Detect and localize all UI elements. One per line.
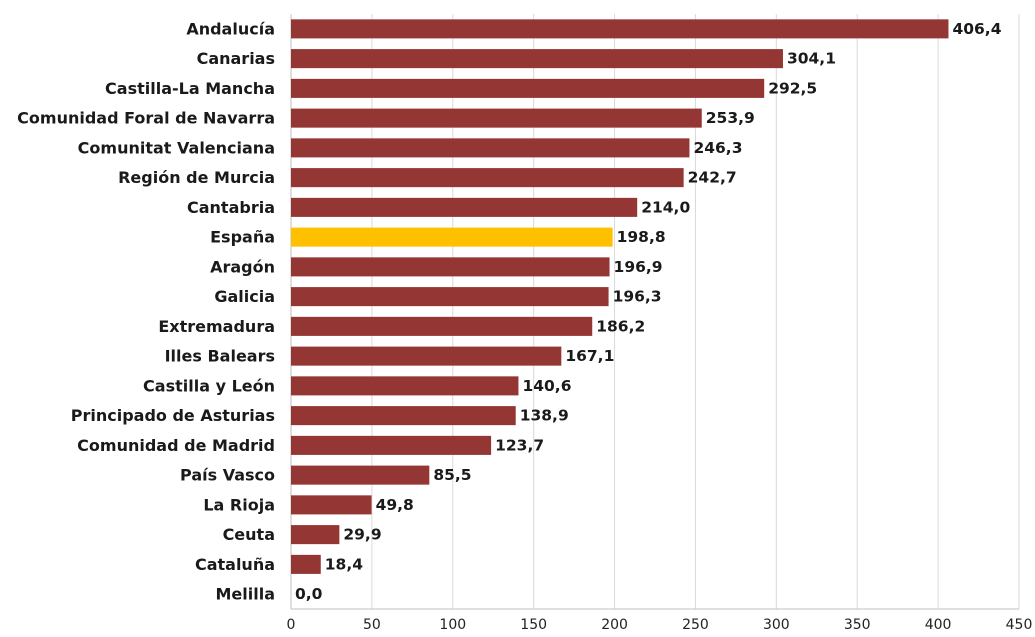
- category-label-2: Castilla-La Mancha: [105, 79, 275, 98]
- bar-17: [291, 525, 340, 545]
- category-label-7: España: [210, 228, 275, 247]
- x-tick-label-350: 350: [844, 617, 871, 633]
- value-label-17: 29,9: [343, 526, 381, 544]
- category-label-14: Comunidad de Madrid: [77, 436, 275, 455]
- category-label-6: Cantabria: [187, 198, 275, 217]
- value-label-16: 49,8: [376, 496, 414, 514]
- value-label-6: 214,0: [641, 198, 690, 216]
- value-label-8: 196,9: [614, 258, 663, 276]
- category-label-8: Aragón: [210, 257, 275, 276]
- bar-7: [291, 227, 613, 247]
- bar-0: [291, 19, 949, 39]
- x-tick-label-100: 100: [439, 617, 466, 633]
- value-label-14: 123,7: [495, 436, 544, 454]
- bar-3: [291, 108, 702, 128]
- x-tick-label-400: 400: [925, 617, 952, 633]
- value-label-10: 186,2: [596, 317, 645, 335]
- category-label-13: Principado de Asturias: [71, 406, 275, 425]
- bar-15: [291, 465, 430, 485]
- value-label-9: 196,3: [613, 288, 662, 306]
- bar-8: [291, 257, 610, 277]
- value-label-11: 167,1: [565, 347, 614, 365]
- value-label-4: 246,3: [693, 139, 742, 157]
- x-tick-label-200: 200: [601, 617, 628, 633]
- value-label-13: 138,9: [520, 407, 569, 425]
- category-label-19: Melilla: [215, 585, 275, 604]
- bar-10: [291, 316, 593, 336]
- value-label-3: 253,9: [706, 109, 755, 127]
- category-label-11: Illes Balears: [165, 347, 275, 366]
- bar-layer: [291, 19, 949, 574]
- bar-18: [291, 554, 321, 574]
- bar-4: [291, 138, 690, 158]
- x-tick-label-450: 450: [1006, 617, 1033, 633]
- bar-9: [291, 287, 609, 307]
- bar-11: [291, 346, 562, 366]
- bar-5: [291, 168, 684, 188]
- value-label-2: 292,5: [768, 79, 817, 97]
- value-label-5: 242,7: [688, 169, 737, 187]
- x-tick-label-250: 250: [682, 617, 709, 633]
- category-label-0: Andalucía: [186, 19, 275, 38]
- value-label-7: 198,8: [617, 228, 666, 246]
- bar-13: [291, 406, 516, 426]
- x-tick-label-300: 300: [763, 617, 790, 633]
- bar-14: [291, 435, 492, 455]
- category-label-15: País Vasco: [180, 466, 275, 485]
- label-layer: Andalucía 406,4 Canarias 304,1 Castilla-La M…: [17, 19, 1002, 603]
- value-label-0: 406,4: [952, 20, 1001, 38]
- x-tick-label-150: 150: [520, 617, 547, 633]
- x-tick-label-50: 50: [363, 617, 381, 633]
- tick-layer: 0 50 100 150 200 250 300 350 400 450: [287, 617, 1033, 633]
- x-tick-label-0: 0: [287, 617, 296, 633]
- category-label-5: Región de Murcia: [118, 168, 275, 187]
- category-label-9: Galicia: [214, 287, 275, 306]
- category-label-16: La Rioja: [203, 495, 275, 514]
- bar-12: [291, 376, 519, 396]
- value-label-15: 85,5: [433, 466, 471, 484]
- bar-1: [291, 49, 783, 69]
- value-label-18: 18,4: [325, 555, 363, 573]
- category-label-3: Comunidad Foral de Navarra: [17, 109, 275, 128]
- value-label-1: 304,1: [787, 50, 836, 68]
- value-label-12: 140,6: [522, 377, 571, 395]
- bar-6: [291, 197, 638, 217]
- bar-2: [291, 78, 765, 98]
- bar-16: [291, 495, 372, 515]
- value-label-19: 0,0: [295, 585, 323, 603]
- category-label-12: Castilla y León: [143, 376, 275, 395]
- category-label-4: Comunitat Valenciana: [78, 138, 275, 157]
- category-label-10: Extremadura: [158, 317, 275, 336]
- category-label-18: Cataluña: [195, 555, 275, 574]
- category-label-17: Ceuta: [223, 525, 275, 544]
- grid-layer: [290, 14, 1020, 610]
- category-label-1: Canarias: [197, 49, 275, 68]
